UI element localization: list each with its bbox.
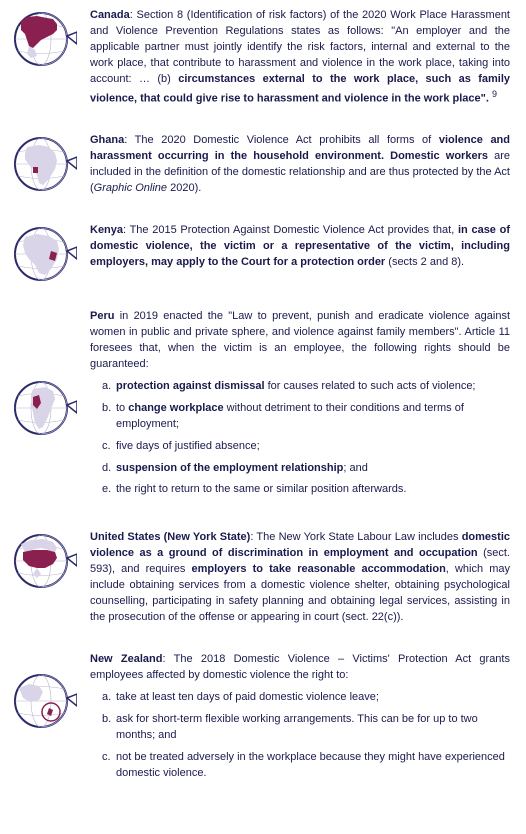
list-item: b.to change workplace without detriment …	[102, 401, 510, 433]
list-body: five days of justified absence;	[116, 439, 510, 455]
list-item: e.the right to return to the same or sim…	[102, 482, 510, 498]
body-text: (sects 2 and 8).	[385, 256, 464, 268]
entry-text: Kenya: The 2015 Protection Against Domes…	[80, 223, 510, 271]
globe-icon-canada	[8, 8, 80, 68]
country-name: Ghana	[90, 134, 124, 146]
list-body: protection against dismissal for causes …	[116, 379, 510, 395]
list-item: d.suspension of the employment relations…	[102, 461, 510, 477]
list-letter: a.	[102, 379, 116, 395]
body-text: : The 2015 Protection Against Domestic V…	[123, 224, 458, 236]
globe-icon-peru	[8, 309, 80, 437]
list-letter: c.	[102, 439, 116, 455]
entry-text: United States (New York State): The New …	[80, 530, 510, 626]
body-text: : The New York State Labour Law includes	[250, 531, 461, 543]
list-item: c.not be treated adversely in the workpl…	[102, 750, 510, 782]
list-body: to change workplace without detriment to…	[116, 401, 510, 433]
globe-icon-us	[8, 530, 80, 590]
rights-list: a.protection against dismissal for cause…	[90, 379, 510, 499]
country-name: New Zealand	[90, 653, 162, 665]
country-name: Kenya	[90, 224, 123, 236]
body-text: 2020).	[167, 182, 201, 194]
list-item: c.five days of justified absence;	[102, 439, 510, 455]
body-text: in 2019 enacted the "Law to prevent, pun…	[90, 310, 510, 370]
list-letter: b.	[102, 712, 116, 744]
body-italic: Graphic Online	[94, 182, 167, 194]
entry-kenya: Kenya: The 2015 Protection Against Domes…	[8, 223, 510, 283]
entry-ghana: Ghana: The 2020 Domestic Violence Act pr…	[8, 133, 510, 197]
list-letter: d.	[102, 461, 116, 477]
entry-text: Peru in 2019 enacted the "Law to prevent…	[80, 309, 510, 504]
list-letter: c.	[102, 750, 116, 782]
list-body: not be treated adversely in the workplac…	[116, 750, 510, 782]
globe-icon-nz	[8, 652, 80, 730]
list-letter: a.	[102, 690, 116, 706]
entry-text: Ghana: The 2020 Domestic Violence Act pr…	[80, 133, 510, 197]
entry-us-ny: United States (New York State): The New …	[8, 530, 510, 626]
entry-canada: Canada: Section 8 (Identification of ris…	[8, 8, 510, 107]
footnote-marker: 9	[492, 89, 497, 99]
rights-list: a.take at least ten days of paid domesti…	[90, 690, 510, 782]
list-item: a.protection against dismissal for cause…	[102, 379, 510, 395]
list-item: b.ask for short-term flexible working ar…	[102, 712, 510, 744]
country-name: United States (New York State)	[90, 531, 250, 543]
list-body: ask for short-term flexible working arra…	[116, 712, 510, 744]
globe-icon-kenya	[8, 223, 80, 283]
list-item: a.take at least ten days of paid domesti…	[102, 690, 510, 706]
entry-nz: New Zealand: The 2018 Domestic Violence …	[8, 652, 510, 788]
list-body: the right to return to the same or simil…	[116, 482, 510, 498]
entry-peru: Peru in 2019 enacted the "Law to prevent…	[8, 309, 510, 504]
list-letter: b.	[102, 401, 116, 433]
entry-text: New Zealand: The 2018 Domestic Violence …	[80, 652, 510, 788]
globe-icon-ghana	[8, 133, 80, 193]
body-bold: employers to take reasonable accommodati…	[192, 563, 446, 575]
list-body: suspension of the employment relationshi…	[116, 461, 510, 477]
body-text: : The 2020 Domestic Violence Act prohibi…	[124, 134, 439, 146]
list-body: take at least ten days of paid domestic …	[116, 690, 510, 706]
list-letter: e.	[102, 482, 116, 498]
country-name: Canada	[90, 9, 130, 21]
entry-text: Canada: Section 8 (Identification of ris…	[80, 8, 510, 107]
country-name: Peru	[90, 310, 114, 322]
